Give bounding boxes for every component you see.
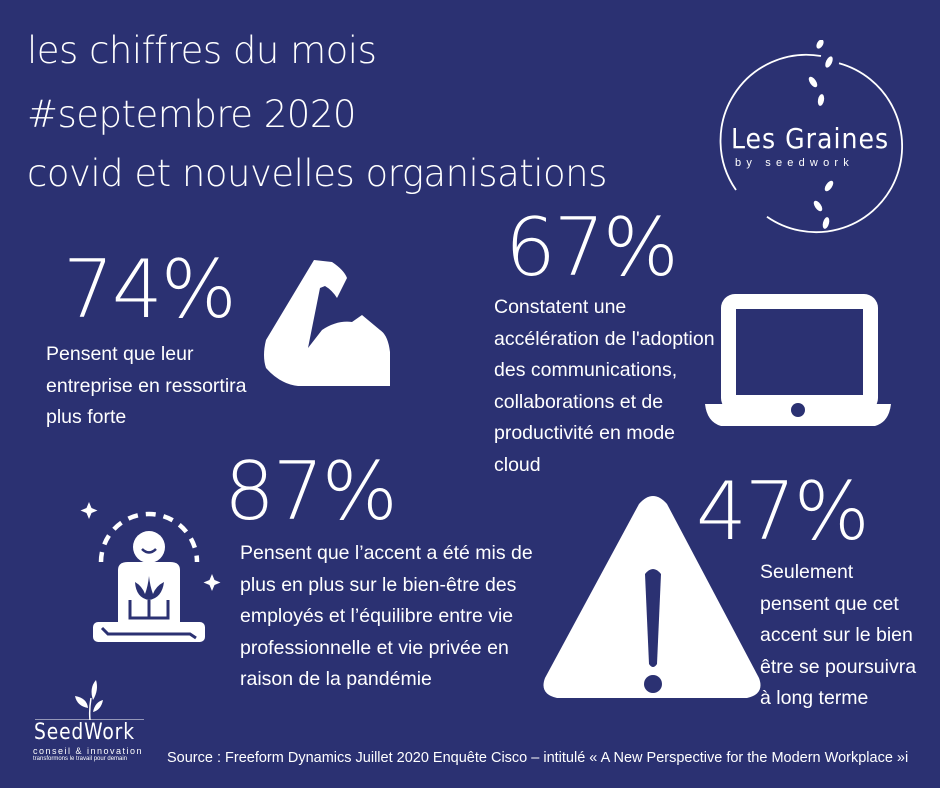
les-graines-name: Les Graines	[731, 122, 890, 155]
les-graines-logo: Les Graines by seedwork	[703, 40, 903, 240]
desc-line: Pensent que l’accent a été mis de	[240, 542, 533, 564]
sprout-icon	[35, 680, 144, 720]
seedwork-subtitle: conseil & innovation	[33, 746, 144, 756]
desc-line: plus en plus sur le bien-être des	[240, 573, 517, 596]
sparkle-icon	[80, 502, 98, 519]
desc-line: être se poursuivra	[760, 655, 917, 678]
stat-47-value: 47%	[696, 465, 870, 558]
stat-74-value: 74%	[63, 243, 237, 336]
desc-line: employés et l’équilibre entre vie	[240, 605, 514, 627]
desc-line: plus forte	[46, 406, 127, 428]
desc-line: des communications,	[494, 359, 678, 381]
leaf-circle-icon	[719, 40, 903, 234]
desc-line: raison de la pandémie	[240, 668, 432, 690]
stat-67-description: Constatent une accélération de l'adoptio…	[494, 292, 715, 481]
stat-87-value: 87%	[224, 445, 398, 538]
seedwork-logo: SeedWork conseil & innovation transformo…	[33, 680, 146, 762]
desc-line: collaborations et de	[494, 390, 664, 413]
desc-line: Seulement	[760, 561, 854, 583]
source-citation: Source : Freeform Dynamics Juillet 2020 …	[167, 750, 909, 766]
desc-line: cloud	[494, 453, 541, 476]
desc-line: professionnelle et vie privée en	[240, 636, 509, 659]
desc-line: entreprise en ressortira	[46, 374, 247, 397]
desc-line: Constatent une	[494, 296, 627, 318]
desc-line: Pensent que leur	[46, 343, 194, 365]
meditation-icon	[78, 494, 228, 644]
title-line-3: covid et nouvelles organisations	[27, 152, 607, 195]
title-line-2: #septembre 2020	[27, 93, 356, 136]
flexed-arm-icon	[262, 260, 394, 390]
warning-icon	[543, 494, 763, 704]
seedwork-tagline: transformons le travail pour demain	[33, 756, 128, 762]
les-graines-tagline: by seedwork	[735, 157, 854, 169]
seedwork-name: SeedWork	[34, 720, 135, 745]
desc-line: pensent que cet	[760, 592, 899, 615]
desc-line: accélération de l'adoption	[494, 327, 715, 350]
sparkle-icon	[203, 574, 221, 591]
stat-87-description: Pensent que l’accent a été mis de plus e…	[240, 538, 533, 696]
stat-67-value: 67%	[505, 201, 679, 294]
desc-line: accent sur le bien	[760, 624, 913, 646]
title-line-1: les chiffres du mois	[27, 29, 377, 72]
desc-line: à long terme	[760, 687, 869, 709]
stat-74-description: Pensent que leur entreprise en ressortir…	[46, 339, 247, 434]
desc-line: productivité en mode	[494, 422, 676, 444]
laptop-icon	[705, 292, 895, 428]
stat-47-description: Seulement pensent que cet accent sur le …	[760, 557, 916, 715]
